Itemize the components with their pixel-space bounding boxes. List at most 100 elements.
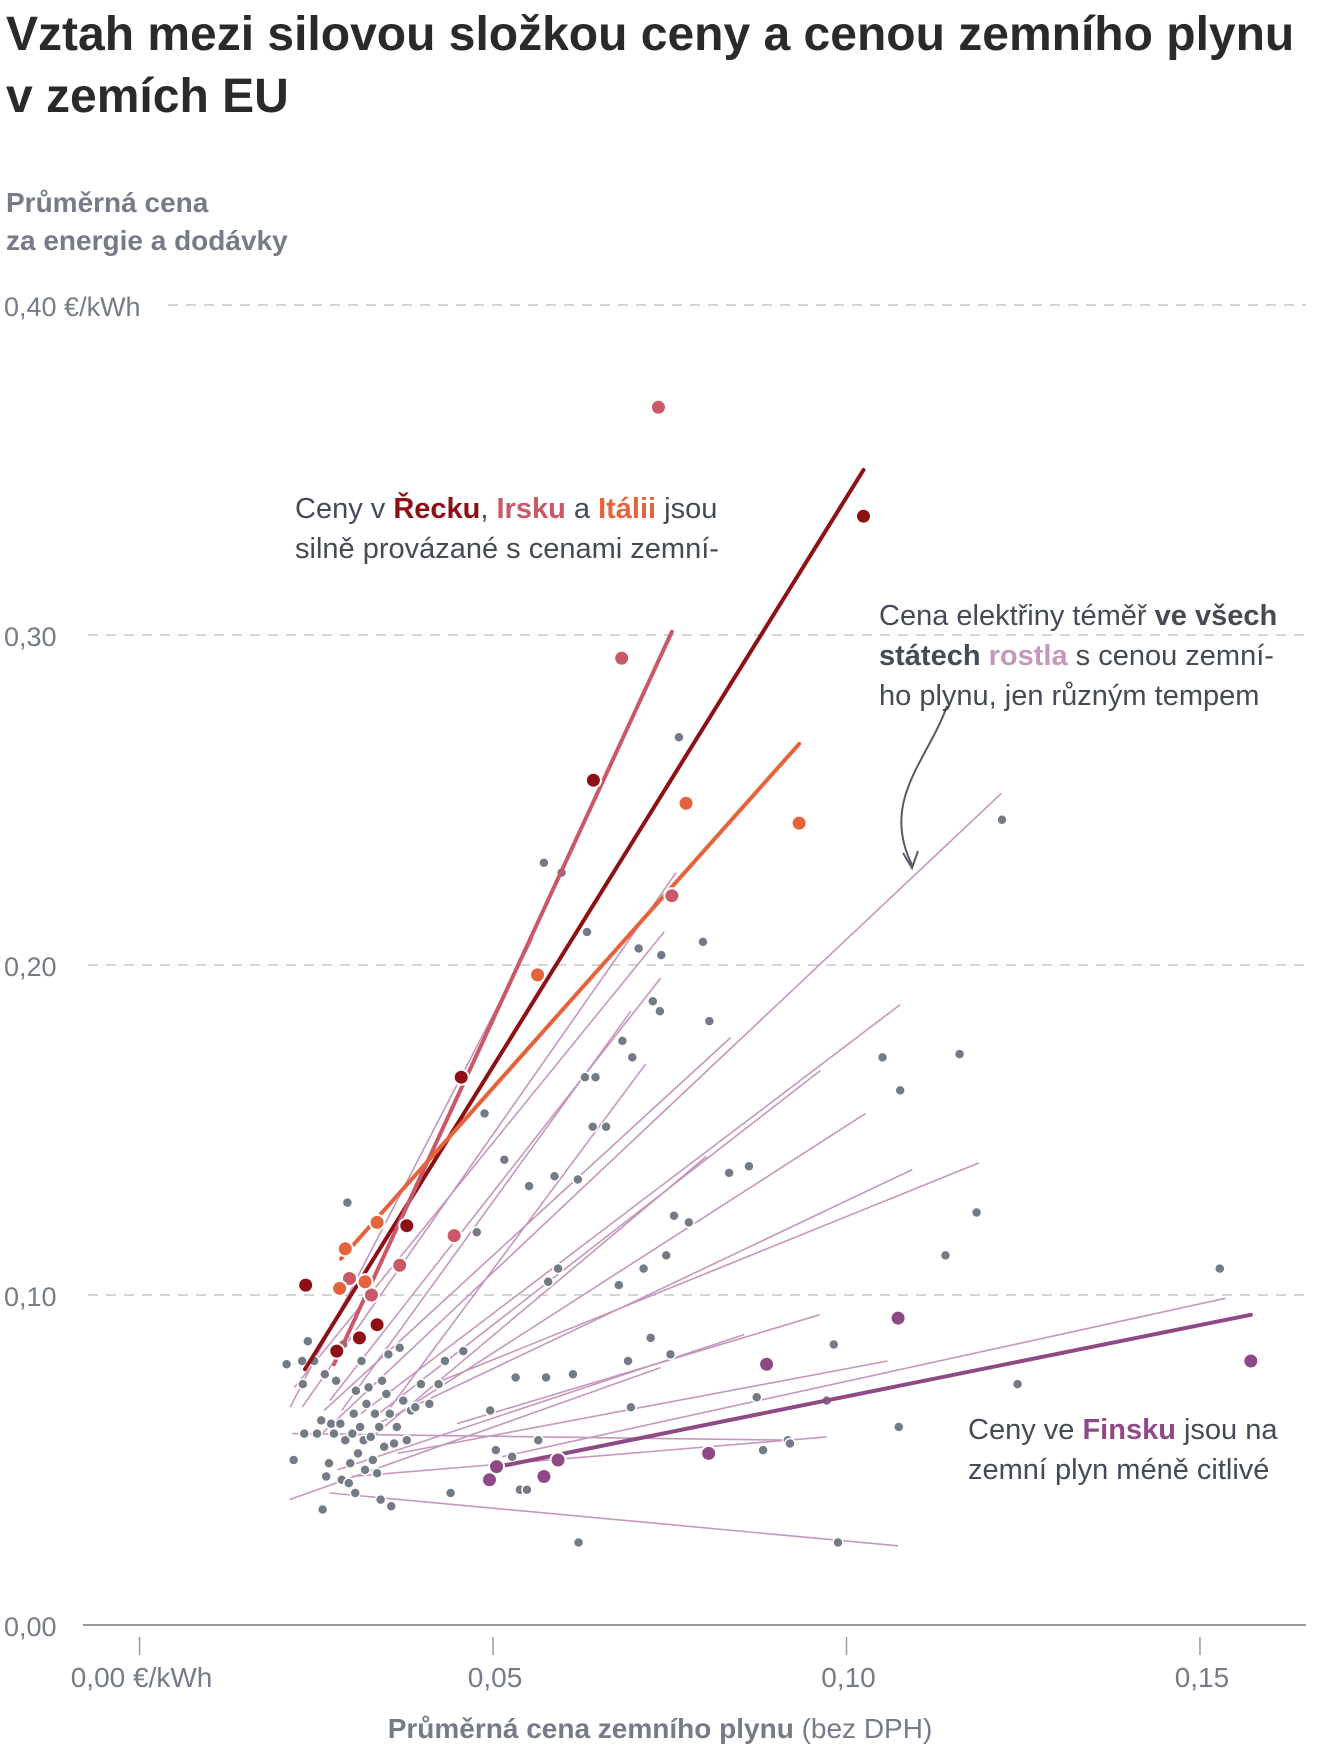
data-point [660, 1249, 672, 1262]
data-point [616, 1035, 629, 1047]
data-point [548, 1170, 561, 1182]
arrow-head-icon [902, 850, 919, 871]
data-point [572, 1173, 584, 1186]
data-point [391, 1421, 403, 1433]
other-fit-line [337, 1333, 745, 1471]
data-point [298, 1427, 311, 1440]
other-fit-line [363, 1155, 708, 1445]
data-point [348, 1408, 360, 1420]
data-point [380, 1388, 393, 1400]
data-point-ireland [663, 887, 681, 905]
data-point [953, 1048, 966, 1060]
data-point [350, 1384, 362, 1397]
data-point [316, 1503, 329, 1516]
other-country-fit-lines [289, 792, 1226, 1547]
x-axis-label: Průměrná cena zemního plynu (bez DPH) [0, 1713, 1320, 1745]
data-point-ireland [341, 1270, 359, 1287]
data-point [832, 1536, 844, 1549]
annotation-top: Ceny v Řecku, Irsku a Itálii jsou silně … [295, 489, 719, 569]
y-tick-label: 0,00 [4, 1612, 57, 1642]
data-point [939, 1249, 952, 1262]
data-point [302, 1335, 314, 1347]
data-point-ireland [613, 649, 631, 667]
data-point [311, 1427, 323, 1440]
data-point [432, 1378, 445, 1390]
y-tick-labels: 0,00 0,10 0,20 0,30 0,40 €/kWh [0, 287, 146, 1642]
y-tick-label: 0,10 [4, 1282, 57, 1312]
data-point [367, 1454, 379, 1466]
data-point [388, 1437, 400, 1450]
data-point [668, 1210, 680, 1222]
annotation-bottom-line1: Ceny ve Finsku jsou na [968, 1414, 1278, 1446]
data-point [359, 1464, 371, 1476]
other-fit-line [397, 1360, 888, 1455]
data-point [893, 1421, 905, 1433]
data-point-greece [452, 1068, 470, 1086]
data-point-italy [790, 814, 808, 832]
data-point-greece [368, 1316, 386, 1334]
data-point [287, 1454, 300, 1466]
data-point [970, 1206, 983, 1219]
annotation-top-line2: silně provázané s cenami zemní- [295, 533, 719, 565]
data-point [280, 1358, 293, 1371]
data-point-italy [336, 1240, 354, 1258]
arrow-curve [900, 705, 948, 866]
fit-line-finland [488, 1312, 1253, 1471]
annotation-arrow [900, 705, 948, 871]
x-axis: 0,00 €/kWh 0,05 0,10 0,15 [71, 1624, 1306, 1693]
data-point [344, 1457, 356, 1470]
data-point [498, 1153, 511, 1166]
other-fit-line [432, 1162, 979, 1385]
data-point [697, 936, 709, 948]
data-point [444, 1487, 457, 1499]
data-point [613, 1279, 625, 1291]
data-point [632, 942, 645, 955]
data-point [683, 1216, 695, 1229]
data-point [626, 1051, 639, 1064]
annotation-right-line1: Cena elektřiny téměř ve všech [879, 600, 1278, 632]
data-point [540, 1371, 552, 1384]
fit-line-greece [302, 468, 866, 1372]
other-fit-line [376, 1168, 913, 1425]
data-point-italy [677, 794, 695, 812]
other-country-points [280, 731, 1226, 1549]
data-point [330, 1375, 342, 1387]
other-fit-line [321, 792, 1002, 1435]
data-point-finland [889, 1309, 907, 1327]
x-tick-label: 0,00 €/kWh [71, 1662, 213, 1693]
data-point [784, 1437, 796, 1450]
data-point [586, 1120, 599, 1133]
data-point [373, 1421, 385, 1433]
data-point-finland [758, 1355, 776, 1373]
data-point-greece [350, 1329, 368, 1347]
other-fit-line [329, 977, 662, 1402]
data-point [743, 1160, 755, 1173]
data-point [297, 1378, 309, 1390]
fit-line-italy [339, 741, 802, 1261]
data-point [352, 1447, 364, 1460]
data-point [757, 1444, 769, 1456]
data-point-greece [297, 1276, 315, 1294]
data-point [647, 995, 659, 1008]
other-fit-line [397, 1112, 867, 1415]
data-point [622, 1355, 634, 1367]
data-point [319, 1368, 331, 1380]
data-point [673, 731, 685, 744]
data-point [339, 1434, 352, 1446]
y-tick-label: 0,30 [4, 622, 57, 652]
data-point [409, 1401, 422, 1413]
data-point [349, 1487, 361, 1499]
data-point [355, 1355, 368, 1367]
data-point-finland [488, 1458, 506, 1476]
data-point [484, 1404, 496, 1417]
fit-line-ireland [331, 629, 674, 1367]
data-point [323, 1457, 335, 1470]
data-point [374, 1493, 387, 1506]
data-point [828, 1338, 840, 1351]
data-point [637, 1262, 650, 1275]
data-point [343, 1477, 355, 1489]
y-axis-label-line1: Průměrná cena [6, 187, 209, 218]
highlighted-fit-lines [302, 468, 1253, 1471]
label-finland: Finsku [1082, 1414, 1176, 1446]
